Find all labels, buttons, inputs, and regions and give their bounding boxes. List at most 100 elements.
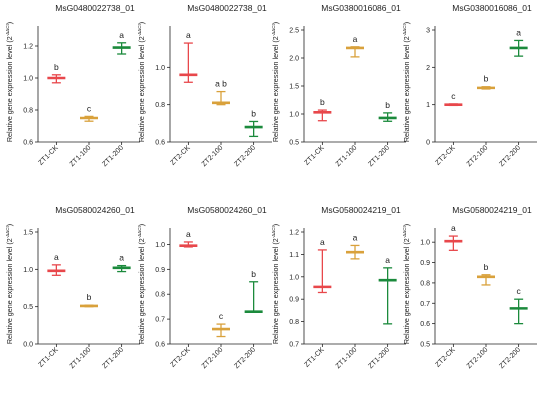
- significance-letter: a: [353, 232, 358, 242]
- y-tick-label: 1.0: [289, 274, 299, 281]
- y-tick-label: 1.2: [23, 44, 33, 51]
- y-axis-label: Relative gene expression level (2-ΔΔCt): [402, 22, 411, 142]
- y-tick-label: 0.9: [155, 267, 165, 274]
- y-axis-label-close: ): [271, 224, 280, 226]
- y-tick-label: 0.9: [420, 260, 430, 267]
- y-tick-label: 0.6: [155, 342, 165, 349]
- y-axis-label-text: Relative gene expression level (2: [402, 238, 411, 344]
- x-tick-label: ZT2-100: [201, 144, 225, 168]
- significance-letter: b: [484, 262, 489, 272]
- chart-panel-1: MsG0480022738_01 0.6 0.8 1.0 1.2 Relative gen…: [5, 3, 140, 168]
- significance-letter: b: [385, 100, 390, 110]
- x-tick-label: ZT1-100: [335, 144, 359, 168]
- significance-letter: a: [186, 30, 191, 40]
- x-tick-label: ZT1-CK: [304, 346, 327, 369]
- y-tick-label: 1.5: [23, 230, 33, 237]
- panel-title: MsG0380016086_01: [452, 3, 532, 13]
- panel-title: MsG0580024260_01: [187, 205, 267, 215]
- y-tick-label: 3: [426, 28, 430, 35]
- y-tick-label: 0.7: [420, 301, 430, 308]
- significance-letter: c: [219, 311, 224, 321]
- y-axis-label: Relative gene expression level (2-ΔΔCt): [271, 22, 280, 142]
- y-tick-label: 0.8: [155, 102, 165, 109]
- y-axis-label: Relative gene expression level (2-ΔΔCt): [5, 22, 14, 142]
- y-axis-label-superscript: -ΔΔCt: [271, 24, 276, 37]
- y-tick-label: 0.7: [289, 342, 299, 349]
- y-axis-label-text: Relative gene expression level (2: [271, 36, 280, 142]
- y-axis-label: Relative gene expression level (2-ΔΔCt): [137, 22, 146, 142]
- y-axis-label-superscript: -ΔΔCt: [402, 226, 407, 239]
- panel-title: MsG0580024219_01: [321, 205, 401, 215]
- panel-title: MsG0380016086_01: [321, 3, 401, 13]
- y-tick-label: 0.0: [23, 342, 33, 349]
- significance-letter: c: [517, 286, 522, 296]
- chart-panel-4: MsG0380016086_01 0 1 2 3 Relative gene expres…: [402, 3, 537, 168]
- significance-letter: a: [119, 253, 124, 263]
- x-tick-label: ZT2-100: [466, 144, 490, 168]
- y-tick-label: 0.6: [420, 321, 430, 328]
- y-axis-label-close: ): [402, 22, 411, 24]
- x-tick-label: ZT1-200: [367, 346, 391, 370]
- significance-letter: b: [484, 74, 489, 84]
- y-tick-label: 1.5: [289, 84, 299, 91]
- y-axis-label-close: ): [137, 224, 146, 226]
- x-tick-label: ZT1-200: [367, 144, 391, 168]
- significance-letter: a: [516, 27, 521, 37]
- y-tick-label: 0.5: [289, 140, 299, 147]
- y-tick-label: 0.6: [23, 140, 33, 147]
- y-axis-label-close: ): [5, 22, 14, 24]
- x-tick-label: ZT2-100: [466, 346, 490, 370]
- significance-letter: b: [54, 62, 59, 72]
- y-axis-label-text: Relative gene expression level (2: [271, 238, 280, 344]
- y-tick-label: 0.8: [289, 319, 299, 326]
- x-tick-label: ZT2-200: [498, 144, 522, 168]
- x-tick-label: ZT1-100: [69, 144, 93, 168]
- y-axis-label-text: Relative gene expression level (2: [5, 36, 14, 142]
- x-tick-label: ZT1-CK: [38, 346, 61, 369]
- chart-panel-3: MsG0380016086_01 0.5 1.0 1.5 2.0 2.5 Relative …: [271, 3, 406, 168]
- significance-letter: a: [186, 229, 191, 239]
- y-tick-label: 1.2: [289, 230, 299, 237]
- y-axis-label-close: ): [402, 224, 411, 226]
- x-tick-label: ZT2-CK: [170, 144, 193, 167]
- y-axis-label-superscript: -ΔΔCt: [271, 226, 276, 239]
- significance-letter: a: [119, 30, 124, 40]
- significance-letter: b: [251, 269, 256, 279]
- y-tick-label: 2.5: [289, 28, 299, 35]
- y-tick-label: 1.0: [155, 242, 165, 249]
- significance-letter: c: [87, 103, 92, 113]
- y-tick-label: 0.5: [420, 342, 430, 349]
- y-axis-label: Relative gene expression level (2-ΔΔCt): [5, 224, 14, 344]
- x-tick-label: ZT1-100: [69, 346, 93, 370]
- x-tick-label: ZT2-CK: [435, 144, 458, 167]
- x-tick-label: ZT2-100: [201, 346, 225, 370]
- significance-letter: a b: [215, 79, 227, 89]
- x-tick-label: ZT1-CK: [38, 144, 61, 167]
- significance-letter: b: [320, 97, 325, 107]
- y-tick-label: 0.6: [155, 140, 165, 147]
- y-axis-label-superscript: -ΔΔCt: [5, 226, 10, 239]
- x-tick-label: ZT1-CK: [304, 144, 327, 167]
- y-axis-label: Relative gene expression level (2-ΔΔCt): [271, 224, 280, 344]
- significance-letter: a: [320, 237, 325, 247]
- x-tick-label: ZT2-200: [498, 346, 522, 370]
- y-tick-label: 1.0: [420, 240, 430, 247]
- y-tick-label: 0.8: [155, 292, 165, 299]
- x-tick-label: ZT1-100: [335, 346, 359, 370]
- chart-panel-7: MsG0580024219_01 0.7 0.8 0.9 1.0 1.1 1.2 Relati…: [271, 205, 406, 370]
- significance-letter: b: [251, 108, 256, 118]
- y-axis-label: Relative gene expression level (2-ΔΔCt): [137, 224, 146, 344]
- x-tick-label: ZT2-CK: [435, 346, 458, 369]
- y-tick-label: 0.8: [23, 108, 33, 115]
- chart-panel-8: MsG0580024219_01 0.5 0.6 0.7 0.8 0.9 1.0 Relati…: [402, 205, 537, 370]
- chart-panel-2: MsG0480022738_01 0.6 0.8 1.0 Relative gene e…: [137, 3, 272, 168]
- y-axis-label-superscript: -ΔΔCt: [402, 24, 407, 37]
- y-axis-label: Relative gene expression level (2-ΔΔCt): [402, 224, 411, 344]
- y-axis-label-close: ): [137, 22, 146, 24]
- x-tick-label: ZT2-200: [233, 346, 257, 370]
- y-axis-label-superscript: -ΔΔCt: [137, 226, 142, 239]
- y-axis-label-text: Relative gene expression level (2: [137, 238, 146, 344]
- y-tick-label: 2.0: [289, 56, 299, 63]
- y-axis-label-text: Relative gene expression level (2: [5, 238, 14, 344]
- panel-title: MsG0580024260_01: [55, 205, 135, 215]
